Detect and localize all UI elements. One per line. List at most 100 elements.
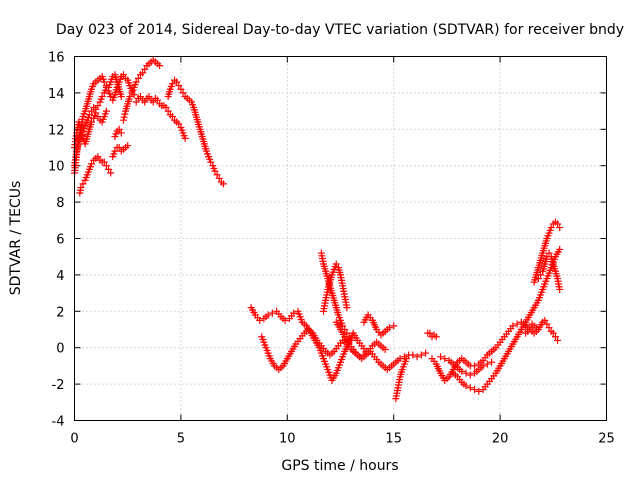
y-tick-label: -2: [52, 378, 65, 393]
data-point: [132, 78, 140, 86]
y-tick-label: 14: [48, 87, 65, 102]
y-tick-label: 0: [56, 342, 64, 357]
data-point: [115, 144, 123, 151]
data-point: [458, 367, 466, 375]
data-point: [105, 165, 113, 173]
data-point: [162, 103, 170, 111]
data-point: [77, 125, 85, 133]
x-tick-label: 15: [385, 432, 402, 447]
data-point: [339, 322, 347, 330]
data-point: [102, 107, 110, 115]
data-point: [390, 322, 398, 330]
data-point: [479, 362, 487, 370]
series-track-7: [119, 56, 164, 124]
data-point: [121, 110, 129, 118]
data-point: [141, 65, 149, 73]
data-point: [88, 160, 96, 168]
data-point: [554, 220, 562, 228]
data-point: [466, 384, 474, 392]
y-tick-label: 4: [56, 269, 64, 284]
series-track-9: [164, 76, 227, 188]
data-point: [141, 98, 149, 106]
series-track-21: [437, 353, 496, 379]
y-tick-label: 12: [48, 123, 65, 138]
data-point: [545, 249, 553, 257]
data-point: [343, 304, 351, 312]
data-point: [551, 333, 559, 341]
data-point: [88, 118, 96, 126]
data-point: [556, 285, 564, 293]
data-point: [556, 245, 564, 253]
data-point: [219, 180, 227, 188]
data-point: [413, 353, 421, 361]
data-point: [120, 113, 128, 121]
data-point: [462, 382, 470, 390]
data-point: [111, 147, 119, 155]
series-track-6: [111, 125, 125, 141]
data-point: [94, 153, 102, 161]
data-point: [168, 80, 176, 88]
series-track-2: [71, 71, 138, 170]
data-point: [119, 71, 127, 79]
data-point: [526, 324, 534, 332]
data-point: [381, 346, 389, 354]
data-point: [78, 128, 86, 136]
x-tick-label: 5: [177, 432, 185, 447]
data-point: [94, 102, 102, 110]
data-point: [126, 93, 134, 101]
series-track-4: [76, 153, 115, 197]
data-point: [117, 93, 125, 101]
data-point: [175, 82, 183, 90]
series-track-14: [319, 260, 351, 315]
y-tick-label: 8: [56, 196, 64, 211]
data-point: [79, 180, 87, 188]
series-track-15: [332, 318, 430, 374]
series-track-8: [132, 93, 172, 115]
series-track-16: [360, 311, 398, 339]
data-point: [94, 113, 102, 121]
series-track-25: [522, 320, 540, 337]
x-tick-label: 10: [279, 432, 296, 447]
data-point: [534, 275, 542, 283]
data-point: [213, 171, 221, 179]
data-point: [119, 116, 127, 124]
data-point: [156, 62, 164, 70]
chart-title: Day 023 of 2014, Sidereal Day-to-day VTE…: [56, 22, 624, 38]
data-point: [149, 98, 157, 106]
data-point: [343, 329, 351, 337]
data-point: [264, 311, 272, 319]
data-point: [488, 358, 496, 366]
data-point: [537, 271, 545, 279]
data-point: [256, 316, 264, 324]
data-point: [215, 174, 223, 182]
data-point: [107, 169, 115, 177]
x-axis-label: GPS time / hours: [281, 458, 398, 474]
data-point: [207, 158, 215, 166]
data-point: [396, 355, 404, 363]
data-point: [92, 109, 100, 117]
data-point: [164, 107, 172, 115]
data-series: [71, 56, 564, 403]
data-point: [462, 369, 470, 377]
data-point: [547, 224, 555, 232]
y-tick-label: 2: [56, 305, 64, 320]
y-tick-label: -4: [52, 415, 65, 430]
data-point: [543, 320, 551, 328]
grid-lines: [74, 56, 607, 421]
series-track-17: [392, 355, 410, 403]
data-point: [402, 355, 410, 363]
data-point: [85, 111, 93, 119]
series-track-22: [530, 218, 564, 286]
data-point: [347, 336, 355, 344]
data-point: [115, 125, 123, 133]
plot-frame: [74, 56, 607, 421]
data-point: [513, 320, 521, 328]
data-point: [107, 93, 115, 101]
data-point: [549, 329, 557, 337]
x-tick-label: 0: [70, 432, 78, 447]
data-point: [554, 336, 562, 344]
data-point: [132, 98, 140, 106]
data-point: [417, 351, 425, 359]
data-point: [466, 371, 474, 379]
